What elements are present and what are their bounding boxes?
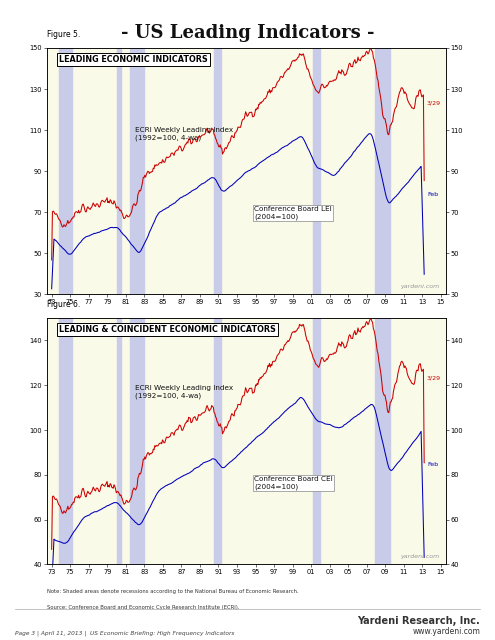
Bar xyxy=(130,318,144,564)
Text: Conference Board LEI
(2004=100): Conference Board LEI (2004=100) xyxy=(254,206,332,220)
Bar xyxy=(313,318,320,564)
Bar xyxy=(116,318,121,564)
Text: Yardeni Research, Inc.: Yardeni Research, Inc. xyxy=(357,616,480,626)
Bar xyxy=(58,318,72,564)
Text: Figure 6.: Figure 6. xyxy=(47,300,80,310)
Bar xyxy=(375,48,390,294)
Bar xyxy=(58,48,72,294)
Text: Source: Conference Board and Economic Cycle Research Institute (ECRI).: Source: Conference Board and Economic Cy… xyxy=(47,605,240,610)
Text: LEADING & COINCIDENT ECONOMIC INDICATORS: LEADING & COINCIDENT ECONOMIC INDICATORS xyxy=(59,326,276,335)
Bar xyxy=(214,318,221,564)
Bar xyxy=(214,48,221,294)
Text: ECRI Weekly Leading Index
(1992=100, 4-wa): ECRI Weekly Leading Index (1992=100, 4-w… xyxy=(135,385,233,399)
Text: Note: Shaded areas denote recessions according to the National Bureau of Economi: Note: Shaded areas denote recessions acc… xyxy=(47,319,298,324)
Bar xyxy=(375,318,390,564)
Text: Conference Board CEI
(2004=100): Conference Board CEI (2004=100) xyxy=(254,476,333,490)
Text: LEADING ECONOMIC INDICATORS: LEADING ECONOMIC INDICATORS xyxy=(59,56,208,65)
Text: yardeni.com: yardeni.com xyxy=(400,284,440,289)
Text: 3/29: 3/29 xyxy=(427,100,441,105)
Text: Feb: Feb xyxy=(427,192,438,197)
Text: ECRI Weekly Leading Index
(1992=100, 4-wa): ECRI Weekly Leading Index (1992=100, 4-w… xyxy=(135,127,233,141)
Text: 3/29: 3/29 xyxy=(427,375,441,380)
Text: Source: Conference Board and Economic Cycle Research Institute (ECRI).: Source: Conference Board and Economic Cy… xyxy=(47,335,240,340)
Bar xyxy=(313,48,320,294)
Bar xyxy=(130,48,144,294)
Text: - US Leading Indicators -: - US Leading Indicators - xyxy=(121,24,374,42)
Text: yardeni.com: yardeni.com xyxy=(400,554,440,559)
Text: Feb: Feb xyxy=(427,462,438,467)
Text: Figure 5.: Figure 5. xyxy=(47,30,80,40)
Bar xyxy=(116,48,121,294)
Text: Note: Shaded areas denote recessions according to the National Bureau of Economi: Note: Shaded areas denote recessions acc… xyxy=(47,589,298,594)
Text: Page 3 | April 11, 2013 |  US Economic Briefing: High Frequency Indicators: Page 3 | April 11, 2013 | US Economic Br… xyxy=(15,630,234,636)
Text: www.yardeni.com: www.yardeni.com xyxy=(412,627,480,636)
